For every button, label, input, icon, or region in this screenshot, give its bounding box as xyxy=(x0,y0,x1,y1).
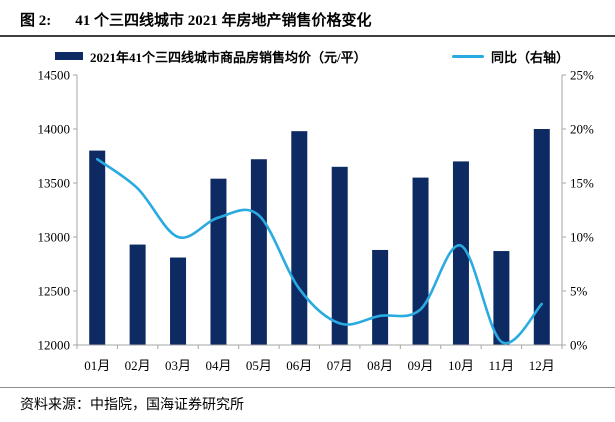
bar-10月 xyxy=(452,161,469,345)
x-axis-category-label: 06月 xyxy=(286,358,312,373)
bar-05月 xyxy=(250,159,267,345)
legend-label-yoy: 同比（右轴） xyxy=(491,49,570,65)
right-axis-tick-label: 20% xyxy=(570,122,594,137)
bar-01月 xyxy=(89,150,106,345)
yoy-line xyxy=(95,157,544,345)
bar-02月 xyxy=(129,244,146,345)
right-axis-tick-label: 15% xyxy=(570,176,594,191)
left-axis-tick-label: 13000 xyxy=(38,230,71,245)
figure-number-label: 图 2: xyxy=(20,13,52,29)
left-axis-tick-label: 12500 xyxy=(38,284,71,299)
x-axis-category-label: 11月 xyxy=(489,358,515,373)
x-axis-category-label: 05月 xyxy=(246,358,272,373)
bar-06月 xyxy=(291,131,308,345)
footer-divider-line xyxy=(0,387,615,388)
legend-item-yoy: 同比（右轴） xyxy=(452,48,570,65)
bar-09月 xyxy=(412,177,429,345)
left-axis-tick-label: 14500 xyxy=(38,68,71,83)
legend-item-price: 2021年41个三四线城市商品房销售均价（元/平） xyxy=(55,48,367,65)
x-axis-category-label: 01月 xyxy=(84,358,110,373)
legend-label-price: 2021年41个三四线城市商品房销售均价（元/平） xyxy=(90,49,367,65)
x-axis-category-label: 03月 xyxy=(165,358,191,373)
x-axis-category-label: 02月 xyxy=(125,358,151,373)
bar-07月 xyxy=(331,166,348,345)
bar-08月 xyxy=(372,249,389,345)
x-axis-category-label: 12月 xyxy=(529,358,555,373)
left-axis-tick-label: 13500 xyxy=(38,176,71,191)
bar-12月 xyxy=(533,129,550,345)
bar-03月 xyxy=(170,257,187,345)
bar-series-swatch xyxy=(55,52,83,60)
bar-04月 xyxy=(210,178,227,345)
x-axis-category-label: 10月 xyxy=(448,358,474,373)
right-axis-tick-label: 25% xyxy=(570,68,594,83)
right-axis-tick-label: 10% xyxy=(570,230,594,245)
right-axis-tick-label: 5% xyxy=(570,284,588,299)
figure-title-text: 41 个三四线城市 2021 年房地产销售价格变化 xyxy=(75,13,372,29)
x-axis-category-label: 07月 xyxy=(327,358,353,373)
line-series-swatch xyxy=(452,54,484,58)
source-note: 资料来源：中指院，国海证券研究所 xyxy=(20,398,244,413)
bar-11月 xyxy=(493,251,510,345)
title-divider-line xyxy=(0,35,615,37)
x-axis-category-label: 04月 xyxy=(205,358,231,373)
right-axis-tick-label: 0% xyxy=(570,338,588,353)
x-axis-category-label: 09月 xyxy=(408,358,434,373)
x-axis-category-label: 08月 xyxy=(367,358,393,373)
figure-title: 图 2: 41 个三四线城市 2021 年房地产销售价格变化 xyxy=(20,9,372,30)
left-axis-tick-label: 14000 xyxy=(38,122,71,137)
combo-bar-line-chart: 14500 14000 13500 13000 12500 12000 25% 20% 15% 1… xyxy=(38,68,595,374)
left-axis-tick-label: 12000 xyxy=(38,338,71,353)
